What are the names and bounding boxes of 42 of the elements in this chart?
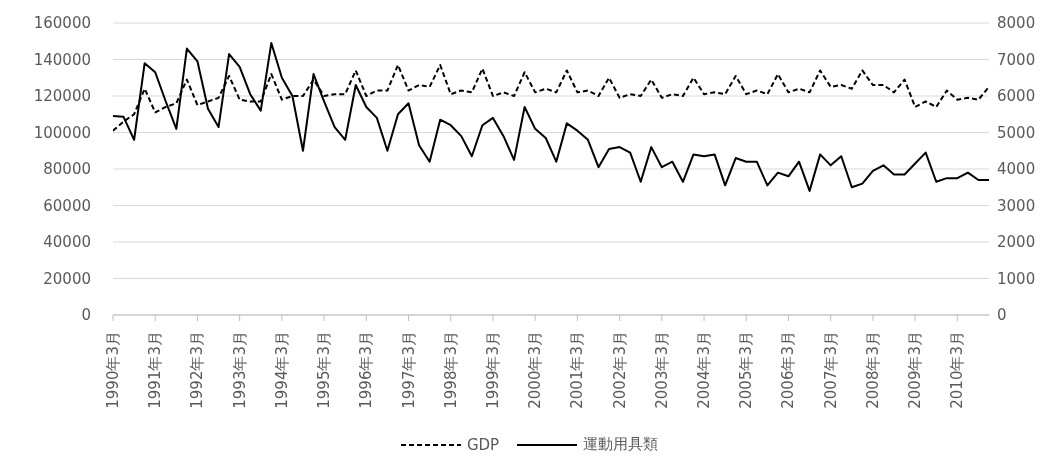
y2-tick-label: 4000 bbox=[997, 160, 1036, 179]
x-tick-label: 2008年3月 bbox=[863, 331, 882, 409]
y-tick-label: 60000 bbox=[43, 196, 91, 215]
y2-tick-label: 2000 bbox=[997, 233, 1036, 252]
x-tick-label: 2001年3月 bbox=[568, 331, 587, 409]
x-tick-label: 1996年3月 bbox=[357, 331, 376, 409]
y-tick-label: 160000 bbox=[33, 14, 91, 33]
legend-label: 運動用具類 bbox=[582, 435, 659, 454]
x-tick-label: 2004年3月 bbox=[695, 331, 714, 409]
x-tick-label: 1992年3月 bbox=[188, 331, 207, 409]
y-tick-label: 140000 bbox=[33, 50, 91, 69]
x-tick-label: 1990年3月 bbox=[104, 331, 122, 409]
y-tick-label: 20000 bbox=[43, 269, 91, 288]
x-tick-label: 1994年3月 bbox=[272, 331, 291, 409]
y2-tick-label: 8000 bbox=[997, 14, 1036, 33]
legend-label: GDP bbox=[465, 435, 500, 454]
line-series bbox=[113, 42, 989, 192]
x-tick-label: 2006年3月 bbox=[779, 331, 798, 409]
x-tick-label: 1997年3月 bbox=[399, 331, 418, 409]
y-tick-label: 100000 bbox=[33, 123, 91, 142]
y-tick-label: 80000 bbox=[43, 160, 91, 179]
y2-tick-label: 0 bbox=[997, 306, 1007, 325]
x-tick-label: 1995年3月 bbox=[315, 331, 334, 409]
x-tick-label: 2010年3月 bbox=[948, 331, 967, 409]
x-tick-label: 1999年3月 bbox=[483, 331, 502, 409]
y2-tick-label: 6000 bbox=[997, 87, 1036, 106]
x-tick-label: 1991年3月 bbox=[146, 331, 165, 409]
y2-tick-label: 1000 bbox=[997, 269, 1036, 288]
y2-tick-label: 5000 bbox=[997, 123, 1036, 142]
x-tick-label: 2005年3月 bbox=[737, 331, 756, 409]
y-tick-label: 40000 bbox=[43, 233, 91, 252]
y-tick-label: 0 bbox=[81, 306, 91, 325]
x-tick-label: 2000年3月 bbox=[526, 331, 545, 409]
x-tick-label: 2003年3月 bbox=[652, 331, 671, 409]
x-tick-label: 1998年3月 bbox=[441, 331, 460, 409]
x-tick-label: 2002年3月 bbox=[610, 331, 629, 409]
y-tick-label: 120000 bbox=[33, 87, 91, 106]
y2-tick-label: 3000 bbox=[997, 196, 1036, 215]
x-tick-label: 2007年3月 bbox=[821, 331, 840, 409]
y2-tick-label: 7000 bbox=[997, 50, 1036, 69]
x-tick-label: 2009年3月 bbox=[906, 331, 925, 409]
x-tick-label: 1993年3月 bbox=[230, 331, 249, 409]
